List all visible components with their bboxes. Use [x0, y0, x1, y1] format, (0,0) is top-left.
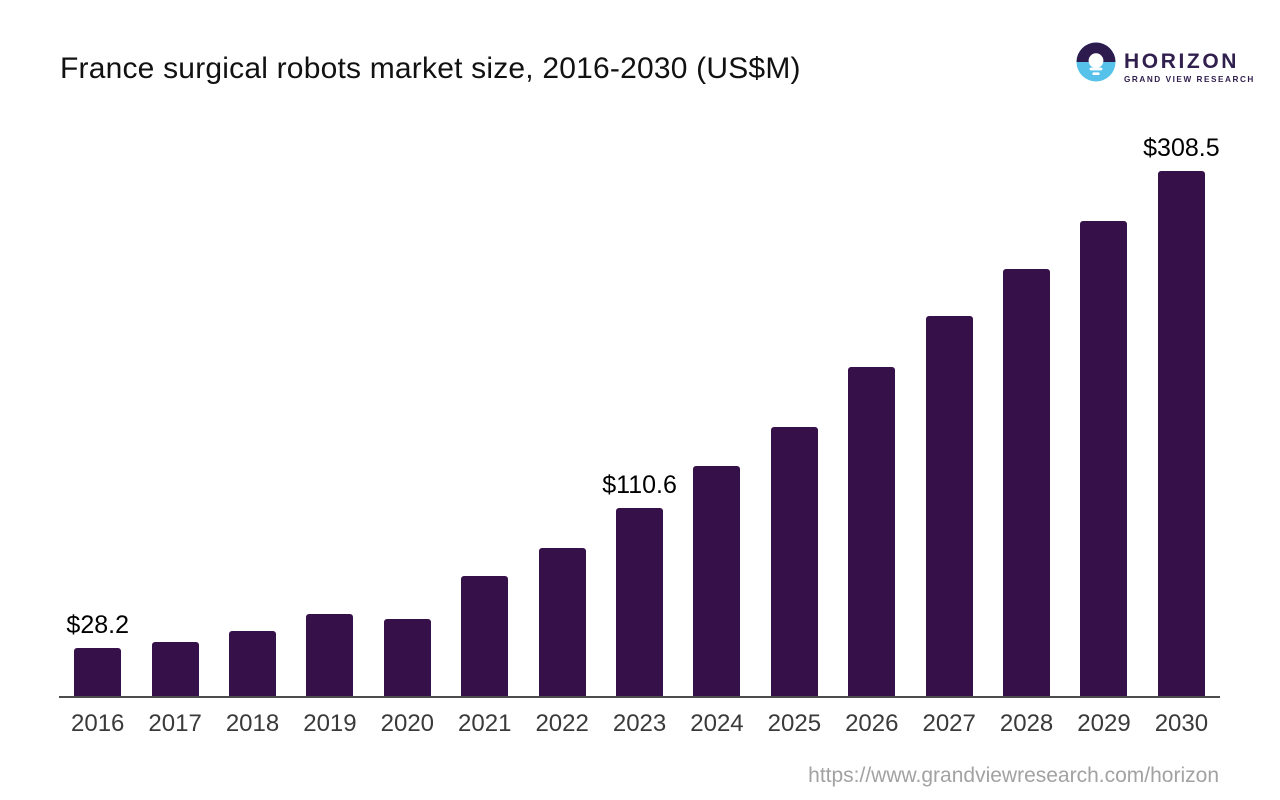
bar-2029 [1080, 221, 1128, 696]
value-label-2016: $28.2 [66, 611, 129, 640]
bar-slot-2020 [369, 171, 446, 696]
bar-2025 [770, 427, 818, 696]
horizon-sunset-icon [1076, 42, 1116, 82]
bar-slot-2018 [214, 171, 291, 696]
logo-subbrand: GRAND VIEW RESEARCH [1124, 75, 1255, 84]
page-title: France surgical robots market size, 2016… [60, 52, 801, 85]
bar-2018 [229, 630, 277, 696]
bar-2020 [383, 618, 431, 696]
bar-slot-2023: $110.6 [601, 171, 678, 696]
bar-2027 [925, 316, 973, 696]
x-tick-2026: 2026 [845, 710, 899, 737]
x-axis-labels: 2016 2017 2018 2019 2020 2021 2022 2023 2024 2025… [59, 710, 1220, 739]
bar-slot-2019 [291, 171, 368, 696]
bar-slot-2022 [523, 171, 600, 696]
bar-slot-2025 [756, 171, 833, 696]
bar-2017 [151, 642, 199, 696]
value-label-2030: $308.5 [1143, 134, 1220, 162]
x-tick-2029: 2029 [1077, 710, 1131, 737]
x-tick-2023: 2023 [612, 710, 667, 737]
x-tick-2020: 2020 [380, 710, 435, 737]
bar-slot-2017 [136, 171, 213, 696]
bar-2023 [616, 507, 664, 696]
bar-2021 [461, 575, 509, 696]
bar-slot-2026 [833, 171, 910, 696]
value-label-2023: $110.6 [602, 470, 677, 499]
x-tick-2025: 2025 [767, 710, 822, 737]
x-axis-line [59, 696, 1220, 698]
x-tick-2024: 2024 [690, 710, 744, 737]
x-tick-2019: 2019 [303, 710, 357, 737]
bar-2016 [74, 648, 122, 696]
x-tick-2017: 2017 [148, 710, 202, 737]
logo-brand: HORIZON [1124, 50, 1240, 73]
bar-2022 [538, 548, 586, 696]
logo-text: HORIZON GRAND VIEW RESEARCH [1124, 42, 1255, 84]
x-tick-2027: 2027 [922, 710, 976, 737]
horizon-logo: HORIZON GRAND VIEW RESEARCH [1076, 42, 1255, 84]
bar-slot-2029 [1065, 171, 1142, 696]
bars-row: $28.2 $110.6 $308.5 [59, 136, 1220, 696]
bar-2026 [848, 367, 896, 696]
x-tick-2018: 2018 [225, 710, 280, 737]
x-tick-2016: 2016 [71, 710, 125, 737]
bar-slot-2024 [678, 171, 755, 696]
x-tick-2021: 2021 [458, 710, 512, 737]
bar-2028 [1003, 269, 1051, 696]
x-tick-2022: 2022 [535, 710, 589, 737]
bar-2019 [306, 613, 354, 696]
bar-slot-2028 [988, 171, 1065, 696]
x-tick-2028: 2028 [999, 710, 1054, 737]
bar-slot-2027 [910, 171, 987, 696]
bar-slot-2030: $308.5 [1143, 136, 1220, 696]
x-tick-2030: 2030 [1154, 710, 1209, 737]
bar-2024 [693, 466, 741, 696]
bar-slot-2016: $28.2 [59, 171, 136, 696]
bar-slot-2021 [446, 171, 523, 696]
source-url: https://www.grandviewresearch.com/horizo… [808, 764, 1219, 787]
bar-2030 [1157, 171, 1205, 696]
